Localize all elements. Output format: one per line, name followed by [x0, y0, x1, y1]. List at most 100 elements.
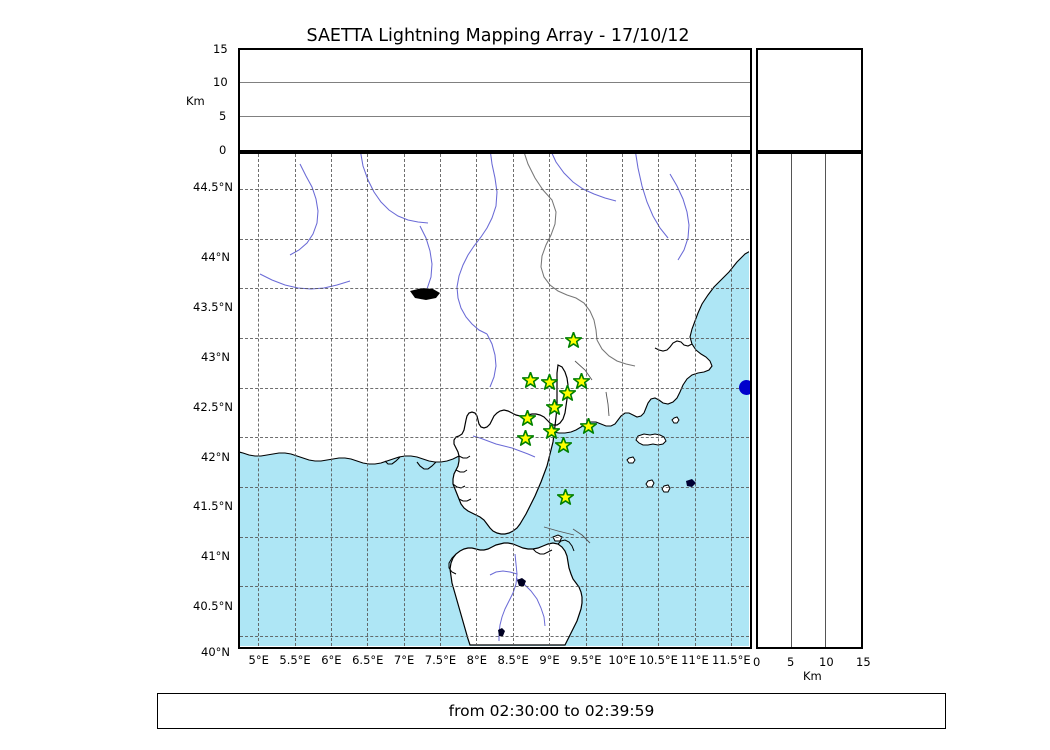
- graticule-44.5N: [240, 188, 749, 190]
- top-ytick-15: 15: [213, 42, 228, 56]
- orbetello-mark: [686, 479, 696, 487]
- map-ytick-40.5N: 40.5°N: [193, 599, 233, 613]
- graticule-6E: [330, 154, 332, 646]
- panel-map: [238, 152, 752, 649]
- graticule-43N: [240, 337, 749, 339]
- corsica-river: [472, 435, 536, 458]
- graticule-41.5N: [240, 487, 749, 488]
- top-ytick-10: 10: [213, 75, 228, 89]
- graticule-43.5N: [240, 288, 749, 290]
- capraia-island: [626, 456, 636, 464]
- map-xtick-11.5°E: 11.5°E: [712, 653, 751, 667]
- pianosa-island: [645, 479, 655, 488]
- station-3-marker: [540, 374, 558, 391]
- maddalena-islands: [552, 534, 563, 542]
- map-ytick-41.5N: 41.5°N: [193, 499, 233, 513]
- graticule-40.5N: [240, 586, 749, 588]
- graticule-8.5E: [512, 154, 514, 646]
- panel-corner: [756, 48, 863, 152]
- station-6-marker: [545, 399, 563, 416]
- graticule-41N: [240, 536, 749, 538]
- graticule-44N: [240, 238, 749, 240]
- top-ytick-0: 0: [219, 143, 227, 157]
- lake-mark: [410, 288, 440, 300]
- map-ytick-42.5N: 42.5°N: [193, 400, 233, 414]
- gridline-10km: [240, 82, 750, 84]
- map-ytick-41N: 41°N: [201, 549, 230, 563]
- provence-coast-detail: [384, 456, 437, 470]
- map-xtick-9°E: 9°E: [539, 653, 560, 667]
- map-ytick-43.5N: 43.5°N: [193, 300, 233, 314]
- map-ytick-43N: 43°N: [201, 350, 230, 364]
- gridline-5km: [240, 115, 750, 117]
- sardinia-west-coast-detail: [448, 553, 457, 575]
- strait-line: [574, 360, 593, 381]
- sardinia-north-coast-detail: [532, 539, 575, 555]
- sardinia: [448, 539, 583, 646]
- graticule-9.5E: [585, 154, 587, 646]
- panel-altitude-vs-longitude: [238, 48, 752, 152]
- station-7-marker: [518, 409, 536, 427]
- graticule-11E: [694, 154, 696, 646]
- map-xtick-5.5°E: 5.5°E: [279, 653, 311, 667]
- map-ytick-44N: 44°N: [201, 250, 230, 264]
- graticule-9E: [549, 154, 551, 646]
- graticule-42N: [240, 437, 749, 439]
- map-xtick-10.5°E: 10.5°E: [639, 653, 678, 667]
- sardinia-landmass: [449, 542, 583, 646]
- map-ytick-40N: 40°N: [201, 645, 230, 659]
- ligurian-coast-detail: [654, 340, 693, 352]
- page-title: SAETTA Lightning Mapping Array - 17/10/1…: [306, 26, 690, 46]
- map-ytick-42N: 42°N: [201, 450, 230, 464]
- map-xtick-7.5°E: 7.5°E: [424, 653, 457, 667]
- political-borders: [524, 154, 636, 367]
- graticule-40N: [240, 636, 749, 638]
- corsica-landmass: [452, 364, 569, 535]
- right-gridline-10km: [825, 154, 827, 647]
- right-xtick-5: 5: [787, 655, 795, 669]
- montecristo-island: [661, 484, 671, 493]
- station-1-marker: [564, 332, 582, 349]
- station-12-marker: [556, 489, 574, 506]
- sardinia-lake-2: [498, 628, 505, 636]
- panel-altitude-vs-latitude: [756, 152, 863, 649]
- station-5-marker: [558, 385, 576, 402]
- graticule-6.5E: [367, 154, 369, 646]
- map-xtick-5°E: 5°E: [248, 653, 269, 667]
- right-axis-label-km: Km: [803, 669, 822, 683]
- map-xtick-8.5°E: 8.5°E: [497, 653, 529, 667]
- station-10-marker: [517, 429, 535, 447]
- right-xtick-15: 15: [856, 655, 871, 669]
- graticule-10E: [621, 154, 623, 646]
- station-2-marker: [521, 372, 539, 389]
- graticule-10.5E: [658, 154, 660, 646]
- station-11-marker: [555, 436, 573, 454]
- elba-island: [635, 433, 667, 446]
- map-xtick-7°E: 7°E: [393, 653, 415, 667]
- station-8-marker: [579, 417, 597, 435]
- strait-line-4: [572, 528, 591, 544]
- status-bar: from 02:30:00 to 02:39:59: [157, 693, 946, 729]
- graticule-5E: [258, 154, 260, 646]
- map-xtick-6°E: 6°E: [321, 653, 342, 667]
- graticule-7.5E: [440, 154, 441, 646]
- top-ytick-5: 5: [219, 109, 227, 123]
- source-1-dot: [739, 380, 750, 396]
- station-4-marker: [572, 373, 590, 390]
- map-xtick-8°E: 8°E: [466, 653, 487, 667]
- graticule-11.5E: [730, 154, 732, 646]
- top-axis-label-km: Km: [186, 94, 205, 108]
- sardinia-lake-1: [517, 578, 526, 586]
- map-canvas: [240, 154, 750, 646]
- gorgona-island: [671, 416, 680, 424]
- map-xtick-9.5°E: 9.5°E: [570, 653, 602, 667]
- corsica: [452, 364, 569, 535]
- right-xtick-0: 0: [753, 655, 761, 669]
- map-xtick-6.5°E: 6.5°E: [352, 653, 384, 667]
- graticule-8E: [476, 154, 478, 646]
- status-text: from 02:30:00 to 02:39:59: [448, 702, 655, 720]
- map-xtick-10°E: 10°E: [608, 653, 637, 667]
- coastline-map: [240, 154, 749, 646]
- map-xtick-11°E: 11°E: [681, 653, 709, 667]
